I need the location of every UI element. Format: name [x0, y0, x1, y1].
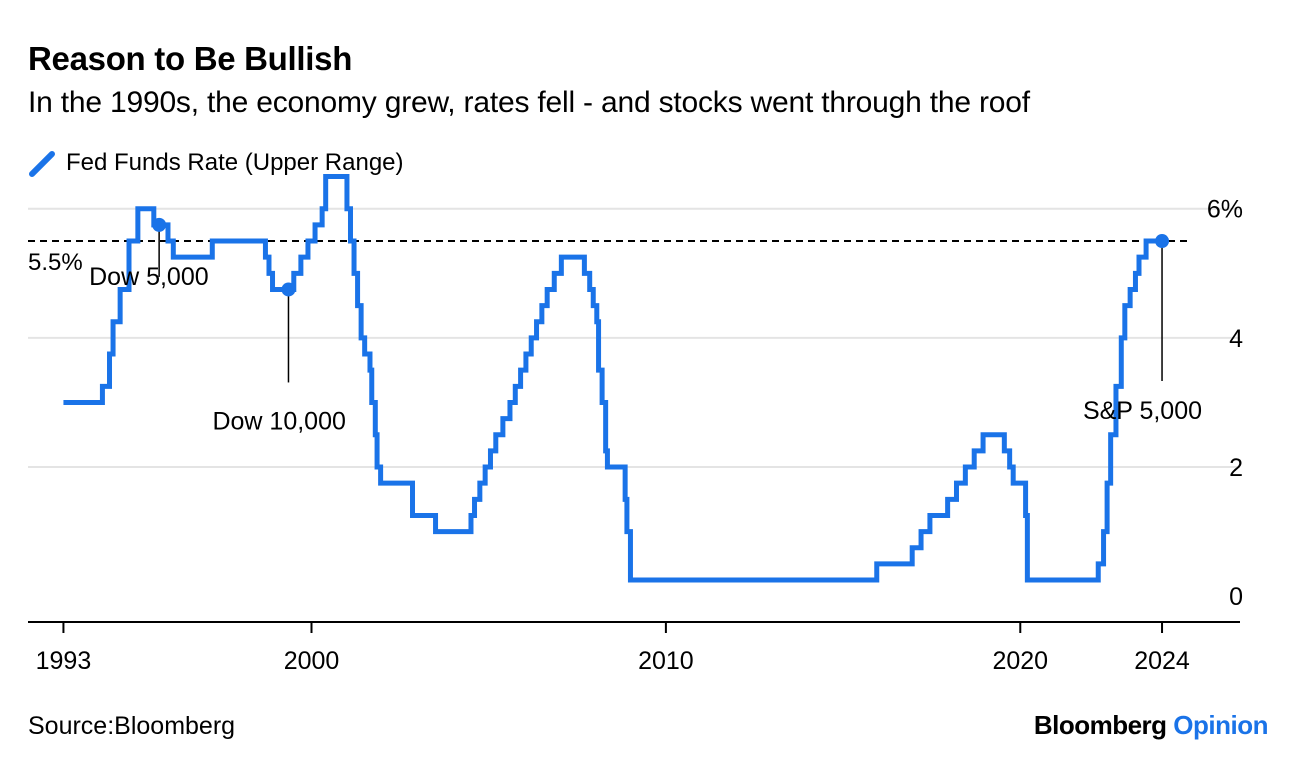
x-axis	[28, 621, 1240, 633]
y-tick-label: 0	[1229, 583, 1243, 611]
annotations-group: Dow 5,000 Dow 10,000 S&P 5,000	[89, 217, 1202, 435]
x-tick-label: 2020	[992, 647, 1048, 675]
brand-logo: Bloomberg Opinion	[1033, 710, 1269, 741]
annotation-marker	[281, 282, 296, 297]
legend-label: Fed Funds Rate (Upper Range)	[66, 149, 404, 176]
annotation-label: S&P 5,000	[1083, 397, 1202, 425]
y-tick-label: 2	[1229, 454, 1243, 482]
x-tick-label: 2010	[638, 647, 694, 675]
annotation-label: Dow 5,000	[89, 263, 209, 291]
legend-swatch-icon	[29, 151, 55, 177]
x-tick-label: 1993	[36, 647, 92, 675]
source-note: Source:Bloomberg	[28, 712, 236, 740]
y-tick-label: 4	[1229, 325, 1243, 353]
legend: Fed Funds Rate (Upper Range)	[28, 148, 404, 178]
annotation-marker	[1155, 234, 1170, 249]
x-tick-label: 2000	[284, 647, 340, 675]
x-tick-label: 2024	[1134, 647, 1190, 675]
grid-lines	[28, 207, 1240, 469]
tick-labels: 0 2 4 6% 1993 2000 2010 2020 2024	[36, 196, 1243, 675]
brand-name: Bloomberg	[1033, 710, 1167, 740]
annotation-label: Dow 10,000	[212, 407, 345, 435]
chart-subtitle: In the 1990s, the economy grew, rates fe…	[28, 86, 1030, 119]
annotation-marker	[152, 217, 167, 232]
y-tick-label: 6%	[1207, 196, 1243, 224]
chart-title: Reason to Be Bullish	[28, 40, 353, 77]
reference-line-label: 5.5%	[28, 249, 83, 276]
series-line	[63, 173, 1163, 583]
brand-section: Opinion	[1173, 710, 1268, 740]
series-group	[63, 173, 1163, 583]
